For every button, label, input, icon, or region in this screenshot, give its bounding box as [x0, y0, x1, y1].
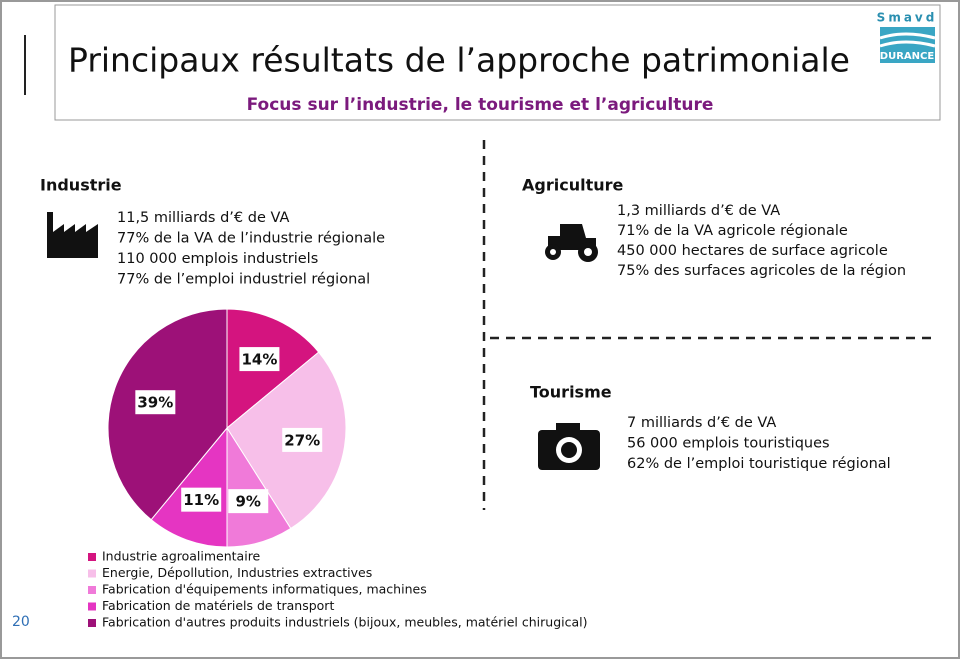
legend-label: Energie, Dépollution, Industries extract…	[102, 565, 372, 580]
info-line: 450 000 hectares de surface agricole	[617, 243, 888, 259]
legend-swatch	[88, 619, 96, 627]
header-box	[54, 4, 941, 121]
value-label: 39%	[137, 394, 173, 412]
value-label-box	[135, 390, 176, 415]
subtitle: Focus sur l’industrie, le tourisme et l’…	[247, 95, 714, 115]
page-number: 20	[12, 614, 30, 630]
legend-label: Industrie agroalimentaire	[102, 549, 261, 564]
factory-icon	[47, 212, 98, 258]
info-line: 1,3 milliards d’€ de VA	[617, 203, 780, 219]
info-line: 62% de l’emploi touristique régional	[627, 456, 891, 472]
section-heading: Tourisme	[530, 383, 612, 402]
value-label-box	[239, 347, 280, 372]
logo-text: Smavd	[877, 11, 938, 25]
value-label: 11%	[183, 491, 219, 509]
value-label: 9%	[236, 493, 261, 511]
legend-swatch	[88, 602, 96, 611]
value-label: 14%	[241, 351, 277, 369]
legend-swatch	[88, 553, 96, 561]
section-heading: Industrie	[40, 176, 122, 195]
info-line: 110 000 emplois industriels	[117, 251, 318, 267]
pie-slice	[107, 308, 228, 521]
legend-swatch	[88, 569, 96, 578]
title: Principaux résultats de l’approche patri…	[68, 41, 850, 80]
info-line: 77% de l’emploi industriel régional	[117, 272, 370, 288]
section-heading: Agriculture	[522, 176, 624, 195]
value-label-box	[228, 489, 269, 514]
info-line: 56 000 emplois touristiques	[627, 436, 830, 452]
logo-text: DURANCE	[880, 51, 935, 62]
tractor-icon	[545, 224, 598, 262]
info-line: 71% de la VA agricole régionale	[617, 223, 848, 239]
info-line: 7 milliards d’€ de VA	[627, 415, 776, 431]
info-line: 75% des surfaces agricoles de la région	[617, 263, 906, 279]
info-line: 77% de la VA de l’industrie régionale	[117, 231, 385, 247]
value-label: 27%	[284, 431, 320, 449]
logo: Smavd DURANCE	[877, 11, 938, 63]
value-label-box	[181, 487, 222, 512]
legend-label: Fabrication d'équipements informatiques,…	[102, 582, 427, 597]
legend-label: Fabrication de matériels de transport	[102, 598, 334, 613]
logo-waves	[879, 32, 936, 48]
info-line: 11,5 milliards d’€ de VA	[117, 210, 289, 226]
camera-icon	[538, 423, 600, 470]
legend-swatch	[88, 586, 96, 594]
legend-label: Fabrication d'autres produits industriel…	[102, 615, 588, 630]
value-label-box	[282, 427, 323, 452]
pie-slice	[150, 426, 228, 548]
